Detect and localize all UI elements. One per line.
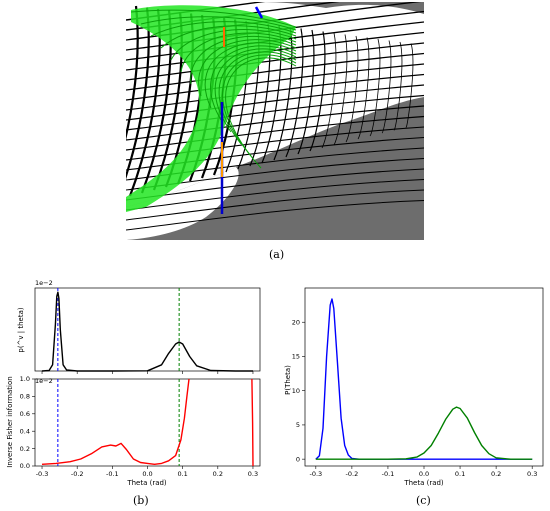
- mesh-line: [126, 94, 424, 131]
- mesh-render: [126, 2, 424, 240]
- chart-c-ytick-label: 15: [292, 353, 300, 361]
- mesh-surface: [126, 2, 424, 240]
- green-mesh-line: [222, 54, 297, 157]
- chart-b-bottom-ytick-label: 0.4: [20, 427, 30, 435]
- chart-b-top-frame: [34, 287, 261, 372]
- charts-svg: 1e−2 p(^v | theta) 1e−2 Inverse Fisher i…: [6, 279, 544, 487]
- chart-c-series-line: [315, 298, 533, 460]
- mesh-line: [126, 136, 424, 171]
- chart-c-ytick-label: 20: [292, 318, 300, 326]
- chart-b-bottom: 1e−2 Inverse Fisher information Theta (r…: [6, 375, 261, 487]
- green-mesh-line: [190, 35, 297, 85]
- mesh-line: [321, 32, 337, 149]
- mesh-line: [126, 63, 424, 101]
- chart-b-bottom-xtick-label: 0.0: [142, 470, 152, 478]
- green-mesh-line: [218, 51, 297, 145]
- chart-b-bottom-series-line: [251, 378, 254, 467]
- caption-c: (c): [416, 494, 431, 507]
- chart-b-xlabel: Theta (rad): [126, 479, 167, 487]
- chart-c-frame: [304, 287, 544, 467]
- chart-b-bottom-xtick-label: 0.1: [177, 470, 187, 478]
- chart-c-ylabel: P(Theta): [284, 365, 292, 395]
- green-mesh-line: [225, 57, 297, 169]
- chart-b-top-scale: 1e−2: [35, 279, 53, 287]
- green-mesh-line: [130, 9, 297, 28]
- chart-b-bottom-scale: 1e−2: [35, 377, 53, 385]
- chart-c: P(Theta) Theta (rad) -0.3 -0.2 -0.1 0.0 0.1 0…: [284, 287, 544, 487]
- chart-b-bottom-xtick-label: 0.3: [248, 470, 258, 478]
- green-mesh-line: [210, 45, 297, 121]
- mesh-line: [126, 52, 424, 91]
- mesh-line: [285, 28, 304, 158]
- mesh-line: [333, 34, 348, 146]
- chart-c-xtick-label: 0.0: [419, 470, 429, 478]
- chart-c-ytick-label: 0: [296, 455, 300, 463]
- mesh-line: [126, 178, 424, 211]
- chart-b-bottom-ytick-label: 1.0: [20, 375, 30, 383]
- chart-b-bottom-xtick-label: 0.2: [213, 470, 223, 478]
- mesh-line: [126, 115, 424, 151]
- chart-b-top-series-line: [41, 291, 253, 372]
- chart-c-xtick-label: -0.3: [309, 470, 322, 478]
- chart-b-bottom-ytick-label: 0.6: [20, 410, 30, 418]
- chart-c-xtick-label: 0.3: [527, 470, 537, 478]
- chart-b-bottom-frame: [34, 378, 261, 467]
- chart-c-xtick-label: -0.1: [382, 470, 395, 478]
- caption-a: (a): [269, 248, 285, 261]
- chart-c-xlabel: Theta (rad): [403, 479, 444, 487]
- chart-c-ytick-label: 10: [292, 387, 300, 395]
- chart-c-series-line: [315, 406, 533, 460]
- chart-b-bottom-xtick-label: -0.2: [71, 470, 84, 478]
- chart-b-top-ylabel: p(^v | theta): [17, 307, 25, 353]
- mesh-line: [126, 105, 424, 141]
- chart-b-bottom-series-line: [41, 378, 190, 465]
- chart-c-ytick-label: 5: [296, 421, 300, 429]
- green-mesh-line: [214, 48, 297, 133]
- caption-b: (b): [133, 494, 149, 507]
- mesh-line: [345, 35, 359, 143]
- chart-c-xtick-label: 0.1: [455, 470, 465, 478]
- mesh-line: [126, 189, 424, 221]
- mesh-line: [357, 37, 370, 140]
- mesh-line: [126, 84, 424, 121]
- chart-b-bottom-ytick-label: 0.2: [20, 445, 30, 453]
- mesh-line: [297, 29, 315, 155]
- chart-c-xtick-label: 0.2: [491, 470, 501, 478]
- chart-b-bottom-ylabel: Inverse Fisher information: [6, 376, 14, 467]
- chart-b-bottom-ytick-label: 0.0: [20, 462, 30, 470]
- mesh-line: [381, 40, 392, 134]
- chart-b-top: 1e−2 p(^v | theta): [17, 279, 261, 374]
- green-mesh-line: [180, 32, 297, 73]
- mesh-line: [393, 41, 403, 131]
- green-mesh-line: [160, 25, 297, 49]
- green-mesh-line: [170, 29, 297, 61]
- green-mesh-line: [150, 21, 297, 37]
- green-mesh-line: [204, 42, 297, 109]
- chart-b-bottom-ytick-label: 0.8: [20, 393, 30, 401]
- mesh-line: [126, 200, 424, 231]
- mesh-line: [405, 43, 414, 128]
- mesh-line: [126, 73, 424, 111]
- chart-c-xtick-label: -0.2: [346, 470, 359, 478]
- green-mesh-line: [140, 16, 297, 31]
- chart-b-bottom-xtick-label: -0.3: [36, 470, 49, 478]
- mesh-line: [126, 126, 424, 161]
- chart-b-bottom-xtick-label: -0.1: [106, 470, 119, 478]
